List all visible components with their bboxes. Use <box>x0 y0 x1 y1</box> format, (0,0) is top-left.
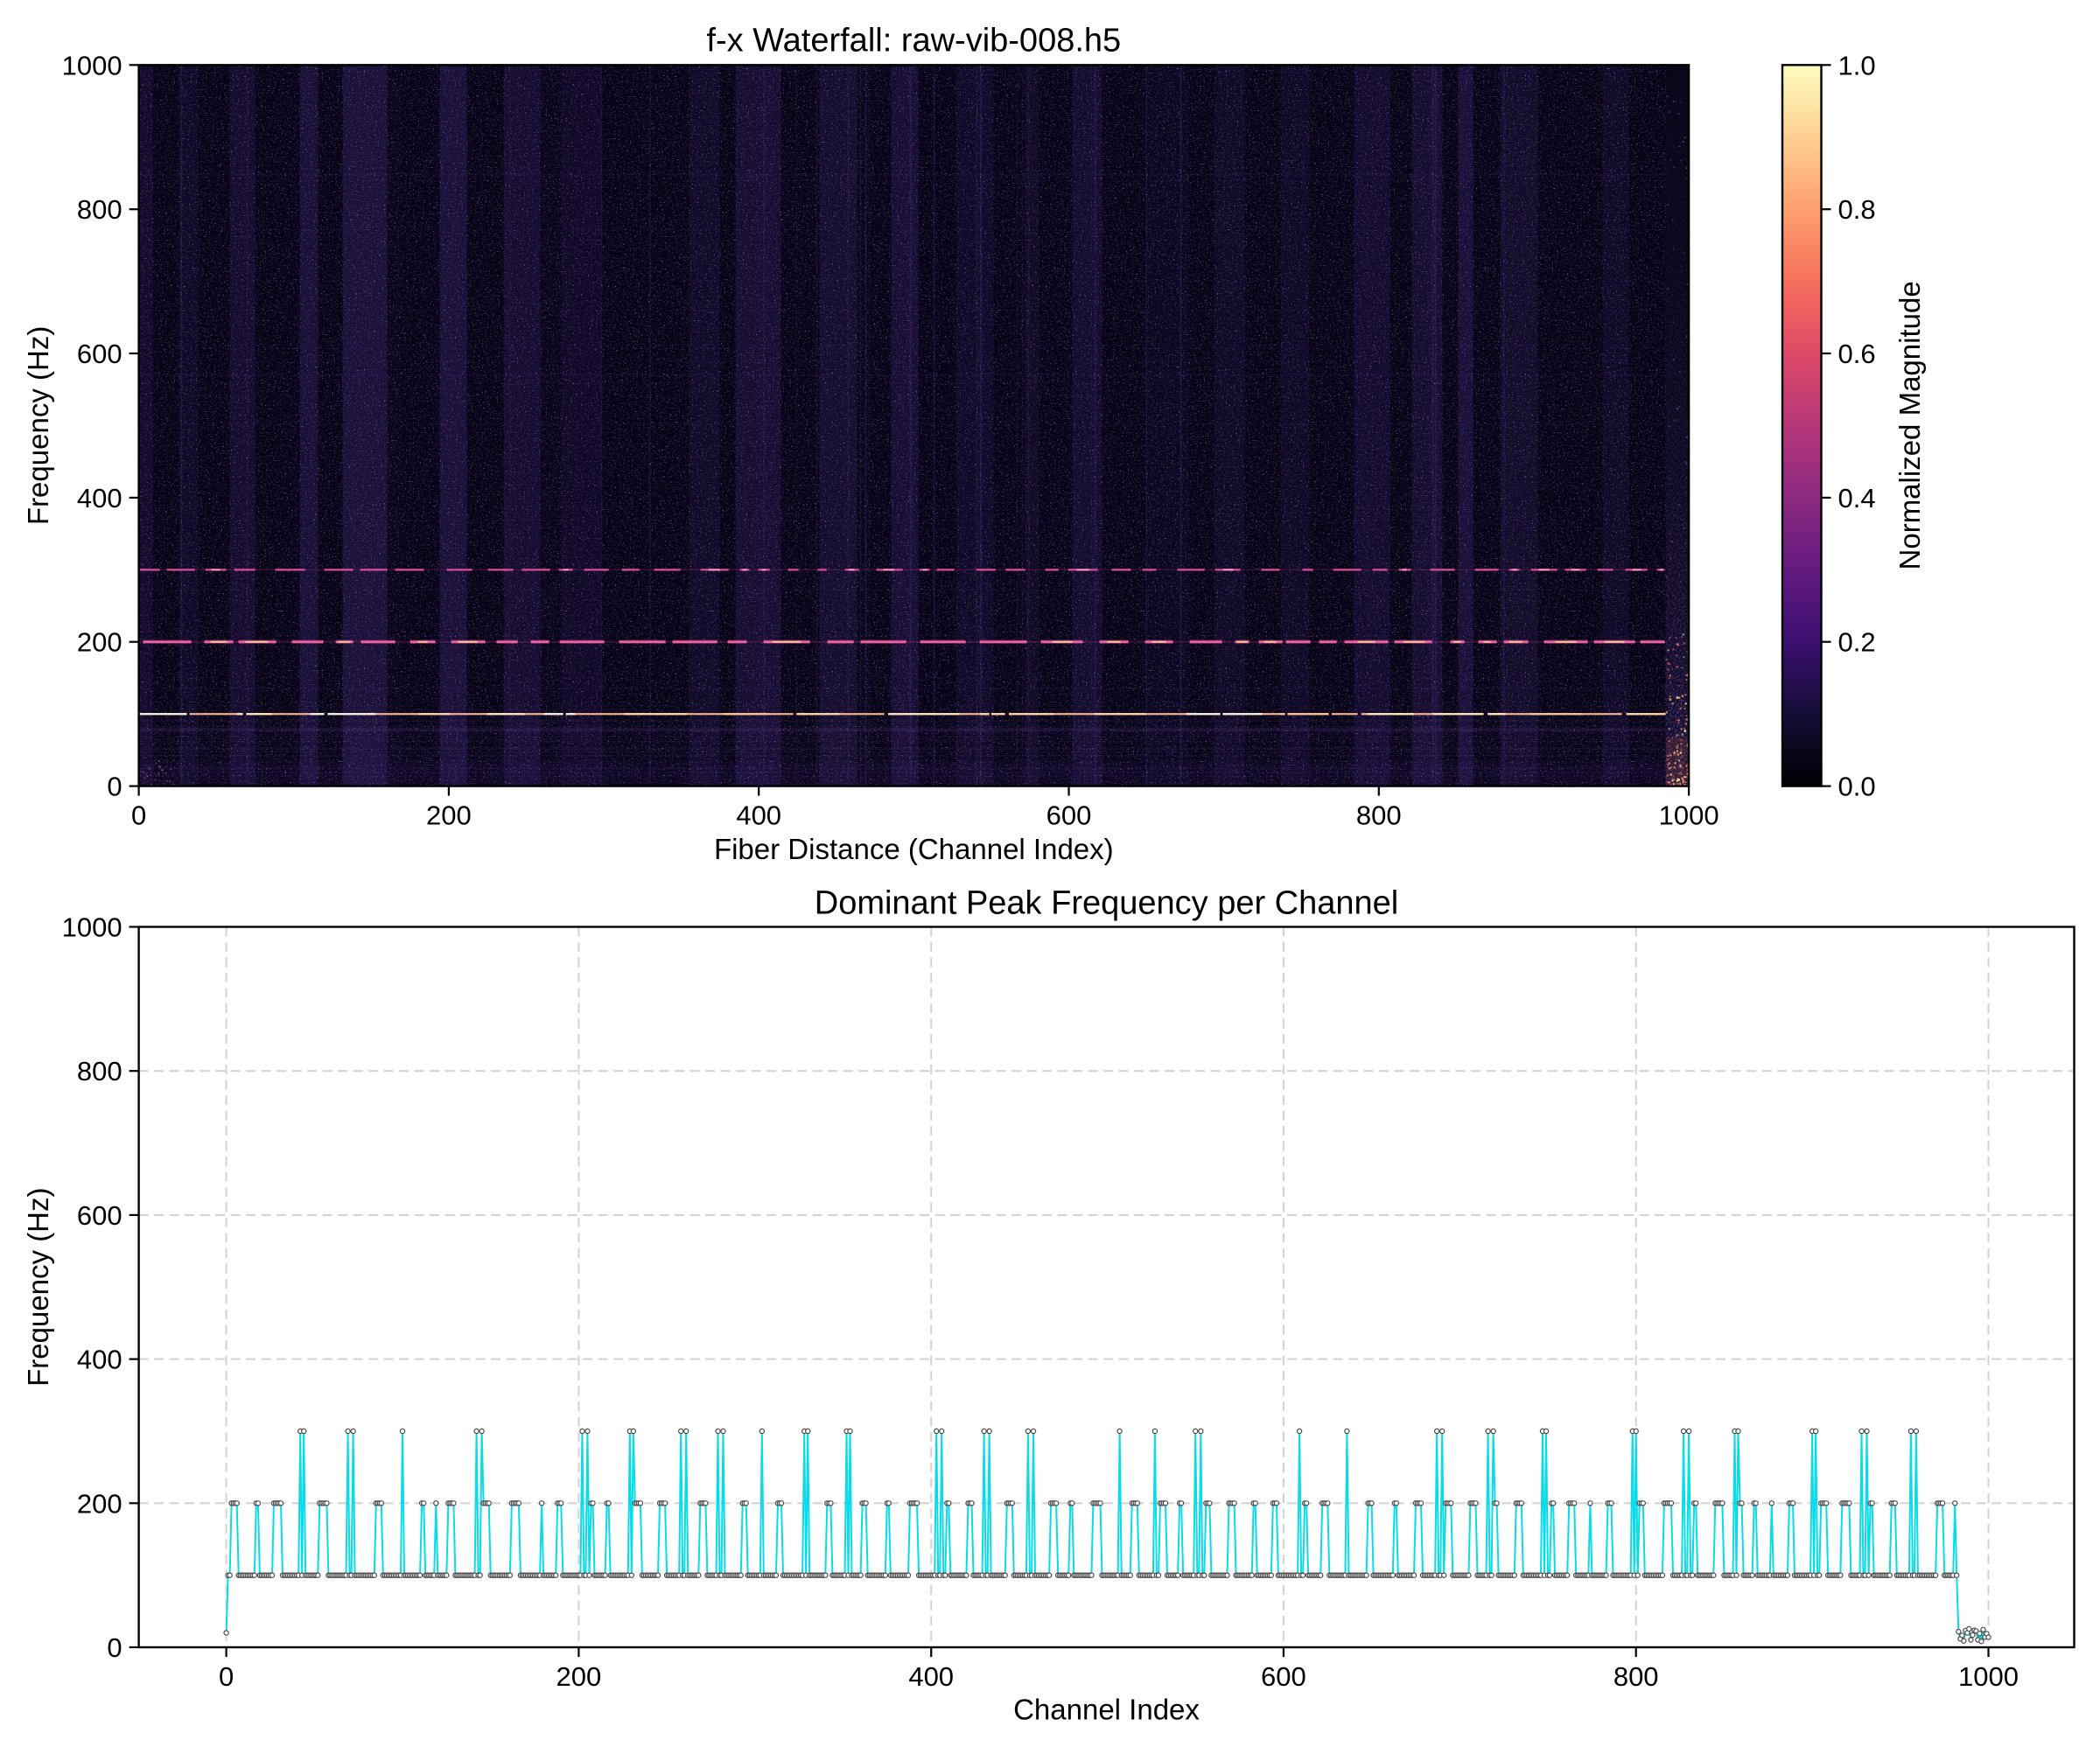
svg-text:800: 800 <box>77 194 122 225</box>
svg-text:Normalized Magnitude: Normalized Magnitude <box>1894 281 1926 570</box>
svg-text:200: 200 <box>556 1661 602 1692</box>
svg-text:1000: 1000 <box>62 50 122 80</box>
svg-text:600: 600 <box>1261 1661 1306 1692</box>
svg-text:400: 400 <box>77 483 122 514</box>
svg-text:1000: 1000 <box>1659 800 1719 831</box>
svg-text:0: 0 <box>107 1632 122 1663</box>
svg-text:1000: 1000 <box>1958 1661 2019 1692</box>
svg-text:600: 600 <box>77 1200 122 1231</box>
svg-text:0: 0 <box>131 800 146 831</box>
svg-text:800: 800 <box>1614 1661 1659 1692</box>
svg-text:0.0: 0.0 <box>1838 772 1876 802</box>
svg-text:400: 400 <box>736 800 781 831</box>
svg-text:Dominant Peak Frequency per Ch: Dominant Peak Frequency per Channel <box>815 885 1399 922</box>
svg-text:0.2: 0.2 <box>1838 627 1876 658</box>
svg-text:200: 200 <box>77 1488 122 1519</box>
svg-text:800: 800 <box>77 1056 122 1087</box>
svg-text:Frequency (Hz): Frequency (Hz) <box>22 326 54 525</box>
svg-text:1.0: 1.0 <box>1838 50 1876 80</box>
svg-text:200: 200 <box>426 800 472 831</box>
svg-text:1000: 1000 <box>62 912 122 943</box>
svg-text:800: 800 <box>1356 800 1402 831</box>
svg-text:600: 600 <box>77 339 122 369</box>
svg-text:Fiber Distance (Channel Index): Fiber Distance (Channel Index) <box>714 833 1114 865</box>
svg-text:0: 0 <box>107 772 122 802</box>
svg-text:0.6: 0.6 <box>1838 339 1876 369</box>
svg-text:Channel Index: Channel Index <box>1013 1693 1200 1725</box>
svg-text:Frequency (Hz): Frequency (Hz) <box>22 1188 54 1387</box>
svg-text:f-x Waterfall: raw-vib-008.h5: f-x Waterfall: raw-vib-008.h5 <box>706 23 1121 59</box>
svg-text:400: 400 <box>77 1345 122 1375</box>
svg-text:0.8: 0.8 <box>1838 194 1876 225</box>
svg-text:0: 0 <box>219 1661 234 1692</box>
svg-text:200: 200 <box>77 627 122 658</box>
svg-text:600: 600 <box>1046 800 1092 831</box>
svg-text:400: 400 <box>908 1661 954 1692</box>
svg-text:0.4: 0.4 <box>1838 483 1876 514</box>
